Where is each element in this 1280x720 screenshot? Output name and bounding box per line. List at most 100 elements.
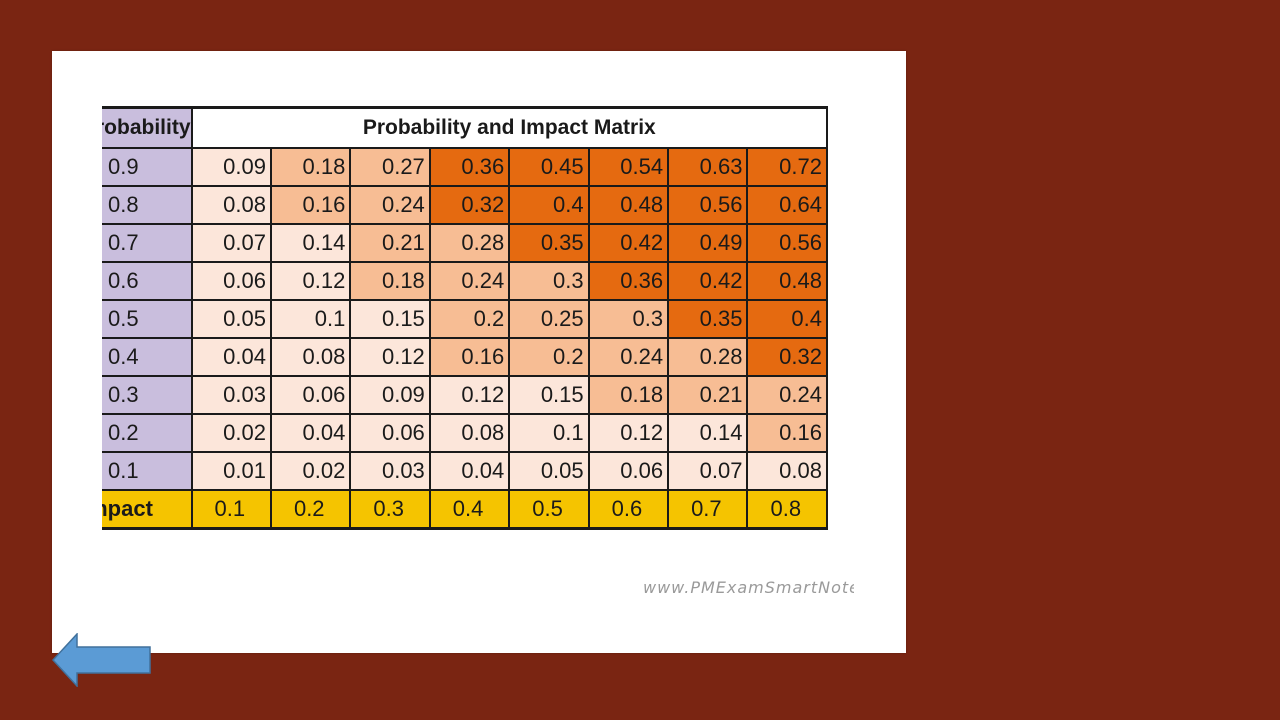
risk-score-cell: 0.12 xyxy=(269,261,352,301)
risk-score-cell: 0.42 xyxy=(587,223,670,263)
risk-score-cell: 0.28 xyxy=(667,337,749,377)
risk-score-cell: 0.27 xyxy=(349,147,431,187)
risk-score-cell: 0.16 xyxy=(746,413,828,453)
risk-score-cell: 0.01 xyxy=(190,451,272,491)
probability-value: 0.3 xyxy=(102,375,193,415)
risk-score-cell: 0.42 xyxy=(667,261,749,301)
matrix-row: 0.5 0.05 0.1 0.15 0.2 0.25 0.3 0.35 0.4 xyxy=(102,299,828,339)
risk-score-cell: 0.16 xyxy=(428,337,511,377)
risk-score-cell: 0.3 xyxy=(587,299,670,339)
risk-score-cell: 0.48 xyxy=(746,261,828,301)
risk-score-cell: 0.16 xyxy=(269,185,352,225)
risk-score-cell: 0.32 xyxy=(746,337,828,377)
risk-score-cell: 0.06 xyxy=(190,261,272,301)
risk-score-cell: 0.06 xyxy=(349,413,431,453)
impact-value: 0.7 xyxy=(667,489,749,530)
risk-score-cell: 0.56 xyxy=(667,185,749,225)
risk-score-cell: 0.56 xyxy=(746,223,828,263)
matrix-row: 0.6 0.06 0.12 0.18 0.24 0.3 0.36 0.42 0.48 xyxy=(102,261,828,301)
risk-score-cell: 0.08 xyxy=(190,185,272,225)
risk-score-cell: 0.21 xyxy=(667,375,749,415)
risk-score-cell: 0.15 xyxy=(349,299,431,339)
risk-score-cell: 0.12 xyxy=(349,337,431,377)
risk-score-cell: 0.03 xyxy=(349,451,431,491)
risk-score-cell: 0.24 xyxy=(349,185,431,225)
matrix-row: 0.8 0.08 0.16 0.24 0.32 0.4 0.48 0.56 0.64 xyxy=(102,185,828,225)
risk-score-cell: 0.08 xyxy=(269,337,352,377)
risk-score-cell: 0.49 xyxy=(667,223,749,263)
risk-score-cell: 0.15 xyxy=(508,375,590,415)
risk-score-cell: 0.09 xyxy=(349,375,431,415)
probability-value: 0.6 xyxy=(102,261,193,301)
risk-score-cell: 0.04 xyxy=(428,451,511,491)
risk-score-cell: 0.04 xyxy=(190,337,272,377)
matrix-image-crop: Probability Probability and Impact Matri… xyxy=(102,106,854,551)
risk-score-cell: 0.4 xyxy=(746,299,828,339)
impact-row: Impact0.10.20.30.40.50.60.70.8 xyxy=(102,489,828,530)
watermark: www.PMExamSmartNotes.com xyxy=(643,578,854,597)
slide-image-card: Probability Probability and Impact Matri… xyxy=(52,51,906,653)
risk-score-cell: 0.21 xyxy=(349,223,431,263)
risk-score-cell: 0.63 xyxy=(667,147,749,187)
probability-value: 0.5 xyxy=(102,299,193,339)
risk-score-cell: 0.72 xyxy=(746,147,828,187)
risk-score-cell: 0.24 xyxy=(587,337,670,377)
risk-score-cell: 0.12 xyxy=(587,413,670,453)
probability-impact-matrix: Probability Probability and Impact Matri… xyxy=(102,106,829,530)
risk-score-cell: 0.24 xyxy=(428,261,511,301)
risk-score-cell: 0.2 xyxy=(428,299,511,339)
impact-value: 0.8 xyxy=(746,489,828,530)
matrix-row: 0.9 0.09 0.18 0.27 0.36 0.45 0.54 0.63 0.72 xyxy=(102,147,828,187)
risk-score-cell: 0.1 xyxy=(508,413,590,453)
matrix-title: Probability and Impact Matrix xyxy=(190,106,829,149)
matrix-row: 0.2 0.02 0.04 0.06 0.08 0.1 0.12 0.14 0.16 xyxy=(102,413,828,453)
risk-score-cell: 0.02 xyxy=(190,413,272,453)
risk-score-cell: 0.4 xyxy=(508,185,590,225)
risk-score-cell: 0.07 xyxy=(667,451,749,491)
risk-score-cell: 0.14 xyxy=(269,223,352,263)
back-arrow-button[interactable] xyxy=(52,633,152,687)
risk-score-cell: 0.02 xyxy=(269,451,352,491)
risk-score-cell: 0.06 xyxy=(269,375,352,415)
probability-value: 0.2 xyxy=(102,413,193,453)
risk-score-cell: 0.04 xyxy=(269,413,352,453)
left-arrow-icon xyxy=(52,633,151,687)
matrix-row: 0.3 0.03 0.06 0.09 0.12 0.15 0.18 0.21 0.24 xyxy=(102,375,828,415)
matrix-row: 0.1 0.01 0.02 0.03 0.04 0.05 0.06 0.07 0.08 xyxy=(102,451,828,491)
risk-score-cell: 0.03 xyxy=(190,375,272,415)
risk-score-cell: 0.18 xyxy=(349,261,431,301)
risk-score-cell: 0.06 xyxy=(587,451,670,491)
risk-score-cell: 0.14 xyxy=(667,413,749,453)
matrix-row: 0.4 0.04 0.08 0.12 0.16 0.2 0.24 0.28 0.32 xyxy=(102,337,828,377)
impact-value: 0.5 xyxy=(508,489,590,530)
impact-value: 0.4 xyxy=(428,489,511,530)
risk-score-cell: 0.1 xyxy=(269,299,352,339)
risk-score-cell: 0.36 xyxy=(428,147,511,187)
impact-value: 0.6 xyxy=(587,489,670,530)
matrix-row: 0.7 0.07 0.14 0.21 0.28 0.35 0.42 0.49 0.56 xyxy=(102,223,828,263)
risk-score-cell: 0.05 xyxy=(508,451,590,491)
risk-score-cell: 0.64 xyxy=(746,185,828,225)
matrix-header-row: Probability Probability and Impact Matri… xyxy=(102,106,829,149)
probability-value: 0.9 xyxy=(102,147,193,187)
probability-header: Probability xyxy=(102,106,193,149)
risk-score-cell: 0.25 xyxy=(508,299,590,339)
risk-score-cell: 0.18 xyxy=(269,147,352,187)
probability-value: 0.1 xyxy=(102,451,193,491)
risk-score-cell: 0.09 xyxy=(190,147,272,187)
impact-value: 0.3 xyxy=(349,489,431,530)
risk-score-cell: 0.07 xyxy=(190,223,272,263)
risk-score-cell: 0.36 xyxy=(587,261,670,301)
risk-score-cell: 0.3 xyxy=(508,261,590,301)
probability-value: 0.8 xyxy=(102,185,193,225)
risk-score-cell: 0.35 xyxy=(667,299,749,339)
risk-score-cell: 0.24 xyxy=(746,375,828,415)
risk-score-cell: 0.12 xyxy=(428,375,511,415)
risk-score-cell: 0.48 xyxy=(587,185,670,225)
impact-value: 0.2 xyxy=(269,489,352,530)
risk-score-cell: 0.45 xyxy=(508,147,590,187)
risk-score-cell: 0.54 xyxy=(587,147,670,187)
impact-value: 0.1 xyxy=(190,489,272,530)
risk-score-cell: 0.28 xyxy=(428,223,511,263)
risk-score-cell: 0.2 xyxy=(508,337,590,377)
